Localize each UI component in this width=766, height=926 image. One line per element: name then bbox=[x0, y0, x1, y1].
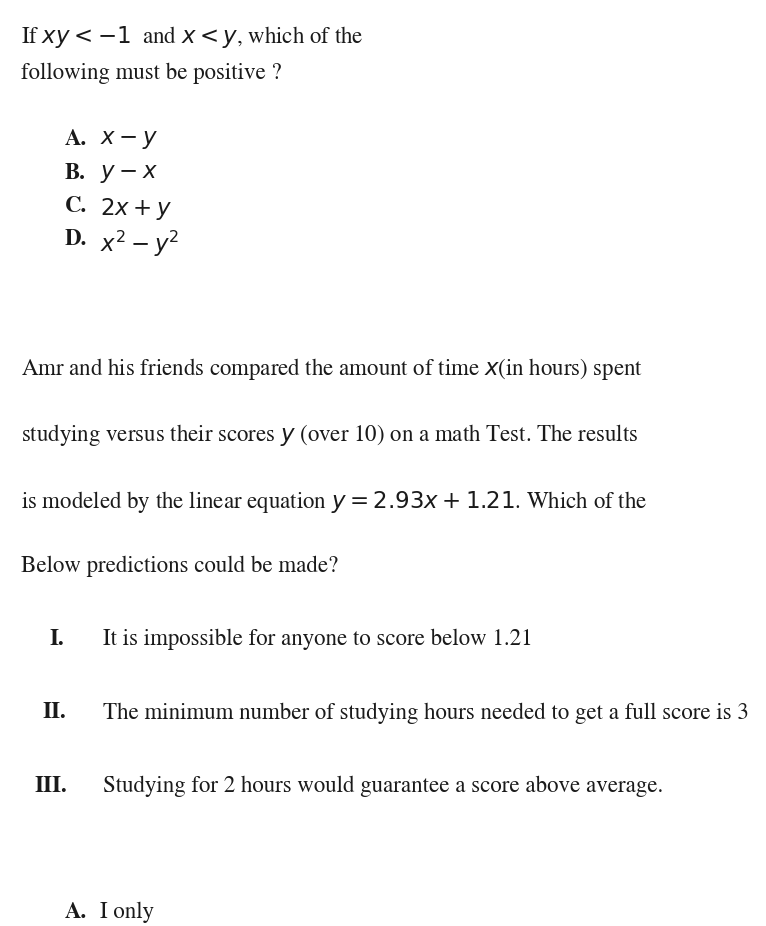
Text: $2x + y$: $2x + y$ bbox=[100, 196, 172, 222]
Text: B.: B. bbox=[65, 163, 86, 183]
Text: III.: III. bbox=[34, 776, 67, 796]
Text: $x^2 - y^2$: $x^2 - y^2$ bbox=[100, 230, 178, 259]
Text: A.: A. bbox=[65, 129, 87, 150]
Text: Studying for 2 hours would guarantee a score above average.: Studying for 2 hours would guarantee a s… bbox=[103, 776, 663, 797]
Text: Below predictions could be made?: Below predictions could be made? bbox=[21, 556, 339, 577]
Text: following must be positive ?: following must be positive ? bbox=[21, 63, 282, 84]
Text: C.: C. bbox=[65, 196, 87, 217]
Text: I.: I. bbox=[50, 629, 64, 650]
Text: D.: D. bbox=[65, 230, 87, 250]
Text: $x - y$: $x - y$ bbox=[100, 129, 158, 151]
Text: studying versus their scores $y$ (over 10) on a math Test. The results: studying versus their scores $y$ (over 1… bbox=[21, 422, 639, 448]
Text: The minimum number of studying hours needed to get a full score is 3: The minimum number of studying hours nee… bbox=[103, 702, 749, 724]
Text: is modeled by the linear equation $y = 2.93x + 1.21$. Which of the: is modeled by the linear equation $y = 2… bbox=[21, 489, 648, 515]
Text: Amr and his friends compared the amount of time $x$(in hours) spent: Amr and his friends compared the amount … bbox=[21, 356, 643, 382]
Text: A.: A. bbox=[65, 902, 87, 923]
Text: I only: I only bbox=[100, 902, 153, 923]
Text: $y - x$: $y - x$ bbox=[100, 163, 158, 184]
Text: It is impossible for anyone to score below 1.21: It is impossible for anyone to score bel… bbox=[103, 629, 533, 650]
Text: If $xy < -1$  and $x < y$, which of the: If $xy < -1$ and $x < y$, which of the bbox=[21, 24, 364, 50]
Text: II.: II. bbox=[42, 702, 66, 723]
